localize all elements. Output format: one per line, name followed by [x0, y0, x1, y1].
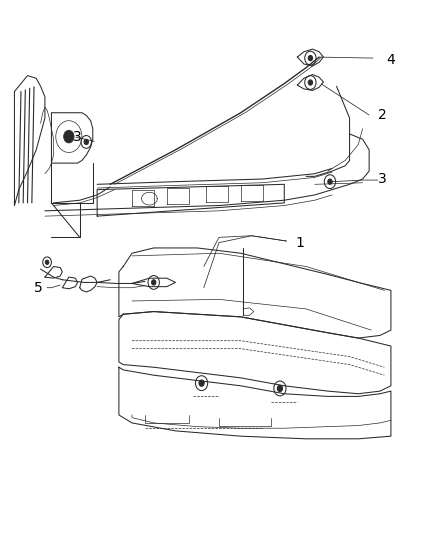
Circle shape: [308, 80, 313, 85]
Circle shape: [308, 55, 313, 61]
Text: 1: 1: [295, 236, 304, 249]
Circle shape: [46, 260, 49, 264]
Text: 3: 3: [378, 172, 387, 186]
Circle shape: [64, 130, 74, 143]
Text: 3: 3: [73, 130, 82, 143]
Circle shape: [84, 139, 88, 144]
Circle shape: [277, 385, 283, 392]
Circle shape: [152, 280, 156, 285]
Text: 5: 5: [34, 281, 43, 295]
Text: 4: 4: [387, 53, 395, 67]
Circle shape: [328, 179, 332, 184]
Text: 2: 2: [378, 108, 387, 123]
Circle shape: [199, 380, 204, 386]
